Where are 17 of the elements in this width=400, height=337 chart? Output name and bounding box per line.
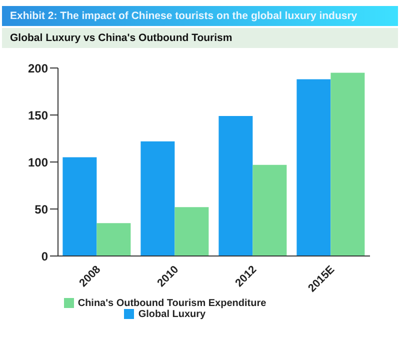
bar (174, 207, 209, 256)
bar (252, 164, 287, 256)
bar (62, 157, 97, 256)
chart-title: Exhibit 2: The impact of Chinese tourists on the global luxury indusry (2, 6, 398, 26)
legend-label: China's Outbound Tourism Expenditure (78, 298, 266, 309)
y-tick-label: 50 (34, 202, 48, 216)
y-tick-label: 0 (41, 249, 48, 264)
bar (330, 72, 365, 256)
bar (296, 79, 331, 256)
chart-subtitle: Global Luxury vs China's Outbound Tourism (2, 28, 398, 48)
legend-label: Global Luxury (138, 309, 206, 320)
y-tick-label: 150 (28, 108, 48, 122)
y-tick-label: 100 (28, 155, 48, 170)
y-tick-label: 200 (28, 61, 48, 76)
bar (140, 141, 175, 256)
bar (96, 223, 131, 256)
bar (218, 116, 253, 256)
